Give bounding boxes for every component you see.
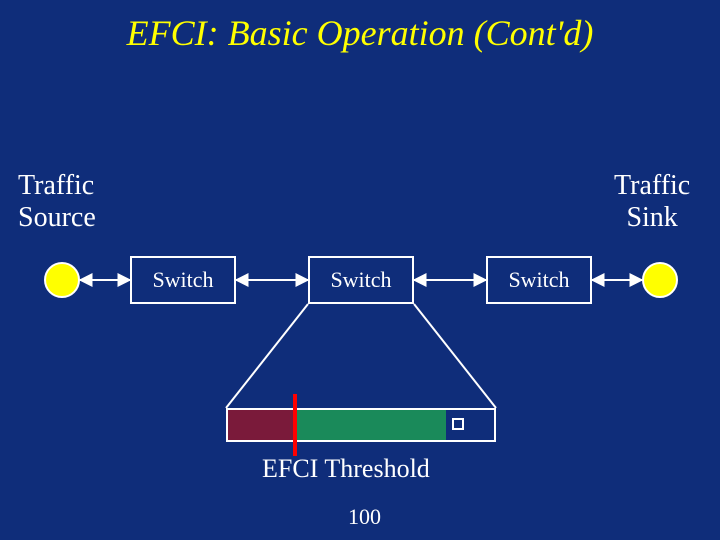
efci-threshold-caption-text: EFCI Threshold [262,454,430,483]
queue-cell-marker [452,418,464,430]
switch-label: Switch [508,267,569,293]
switch-box-1: Switch [130,256,236,304]
zoom-line-1 [226,304,308,408]
efci-threshold-line [293,394,297,456]
switch-label: Switch [152,267,213,293]
switch-label: Switch [330,267,391,293]
page-number-text: 100 [348,504,381,529]
traffic-sink-node [642,262,678,298]
traffic-source-node [44,262,80,298]
switch-box-2: Switch [308,256,414,304]
switch-box-3: Switch [486,256,592,304]
zoom-line-2 [414,304,496,408]
page-number: 100 [348,504,381,530]
zoom-lines [226,304,496,408]
efci-threshold-caption: EFCI Threshold [262,454,430,484]
slide-root: EFCI: Basic Operation (Cont'd) Traffic S… [0,0,720,540]
